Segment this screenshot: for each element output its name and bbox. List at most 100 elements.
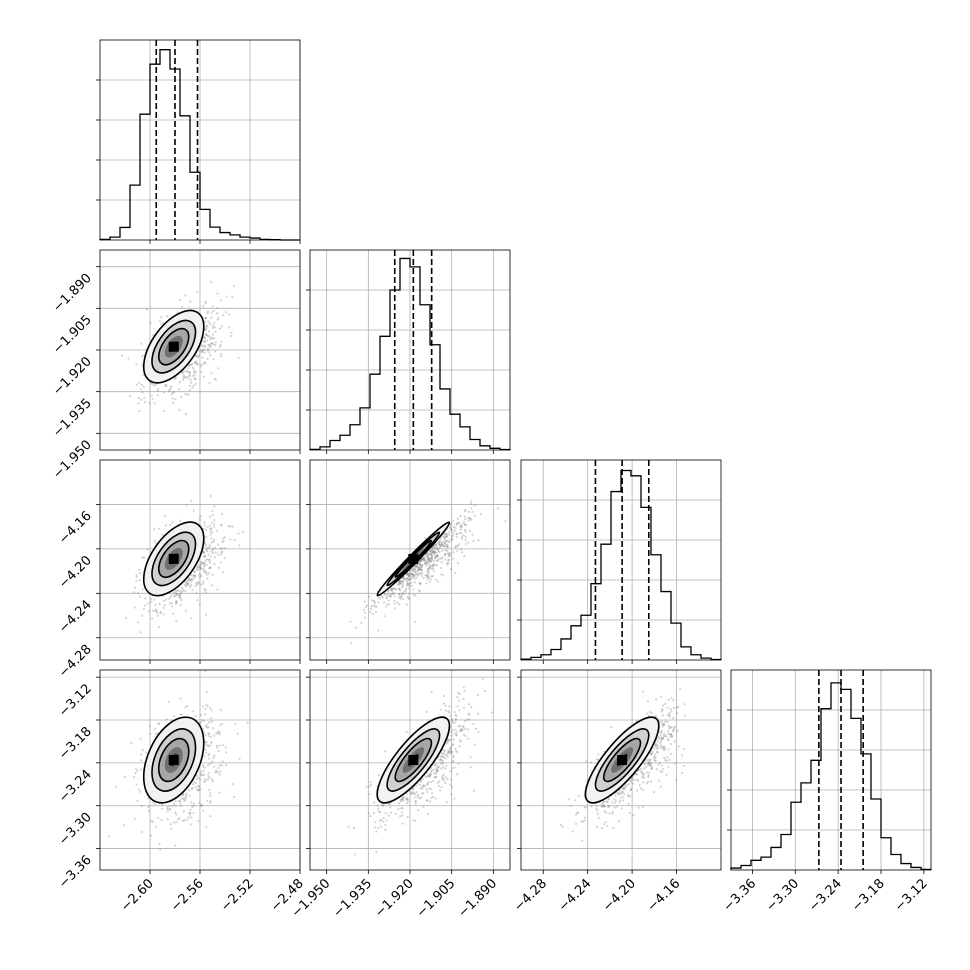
scatter-point — [602, 800, 605, 804]
scatter-point — [439, 545, 442, 548]
scatter-point — [408, 573, 411, 577]
scatter-point — [373, 600, 376, 603]
scatter-point — [414, 570, 417, 573]
scatter-point — [209, 533, 212, 536]
scatter-point — [196, 363, 200, 366]
scatter-point — [153, 727, 157, 730]
scatter-point — [421, 558, 424, 561]
scatter-point — [455, 532, 458, 535]
scatter-point — [196, 290, 199, 293]
scatter-point — [203, 563, 206, 566]
scatter-point — [434, 776, 437, 779]
scatter-point — [157, 722, 160, 725]
scatter-point — [213, 523, 216, 526]
scatter-point — [650, 752, 653, 756]
scatter-point — [156, 614, 160, 617]
scatter-point — [603, 823, 606, 826]
scatter-point — [473, 514, 477, 517]
scatter-point — [653, 747, 656, 750]
scatter-point — [441, 776, 444, 779]
scatter-point — [192, 368, 195, 371]
scatter-point — [182, 371, 185, 374]
scatter-point — [210, 336, 213, 339]
scatter-point — [446, 563, 449, 566]
scatter-point — [601, 802, 604, 805]
scatter-point — [436, 769, 439, 773]
scatter-point — [421, 557, 424, 560]
scatter-point — [198, 518, 201, 521]
scatter-point — [202, 304, 205, 308]
scatter-point — [405, 730, 408, 734]
scatter-point — [185, 504, 188, 507]
scatter-point — [133, 817, 136, 820]
scatter-point — [441, 549, 444, 553]
histogram-step-line — [309, 257, 511, 451]
scatter-point — [383, 750, 387, 753]
scatter-point — [157, 626, 160, 629]
contour-line — [376, 716, 451, 804]
scatter-point — [217, 367, 220, 370]
scatter-point — [462, 733, 466, 736]
scatter-point — [426, 552, 429, 555]
scatter-point — [209, 800, 212, 803]
scatter-point — [147, 602, 150, 605]
scatter-point — [191, 579, 194, 582]
scatter-point — [682, 747, 685, 750]
scatter-point — [439, 762, 442, 765]
scatter-point — [477, 730, 480, 734]
scatter-point — [206, 525, 209, 529]
scatter-point — [652, 791, 656, 794]
scatter-point — [422, 576, 425, 580]
scatter-point — [665, 773, 668, 776]
scatter-point — [668, 711, 671, 715]
scatter-point — [198, 801, 201, 805]
scatter-point — [583, 806, 586, 809]
scatter-point — [206, 334, 209, 337]
scatter-point — [123, 775, 126, 779]
scatter-point — [467, 510, 471, 513]
scatter-point — [143, 556, 146, 559]
scatter-point — [581, 820, 584, 823]
scatter-point — [677, 745, 680, 748]
scatter-point — [406, 798, 409, 801]
scatter-point — [629, 779, 632, 783]
scatter-point — [666, 706, 669, 709]
scatter-point — [199, 365, 202, 368]
scatter-point — [446, 559, 450, 562]
scatter-point — [654, 743, 657, 746]
scatter-point — [211, 552, 215, 555]
scatter-point — [648, 758, 652, 761]
scatter-point — [464, 734, 467, 738]
scatter-point — [398, 587, 401, 590]
scatter-point — [210, 342, 214, 345]
scatter-point — [388, 593, 391, 596]
scatter-point — [451, 721, 455, 724]
scatter-point — [133, 775, 136, 779]
scatter-point — [393, 587, 397, 591]
scatter-point — [170, 605, 173, 608]
histogram-step-line — [730, 682, 932, 871]
scatter-point — [677, 705, 680, 708]
scatter-point — [433, 553, 436, 556]
scatter-point — [429, 560, 433, 563]
scatter-point — [636, 773, 639, 776]
scatter-point — [397, 808, 400, 811]
density-contents — [107, 670, 249, 851]
scatter-point — [411, 791, 414, 794]
scatter-point — [241, 530, 245, 534]
scatter-point — [429, 578, 433, 581]
density-peak — [408, 755, 419, 765]
y-tick-label: −4.28 — [56, 642, 95, 681]
scatter-point — [220, 513, 224, 516]
scatter-point — [195, 355, 198, 358]
scatter-point — [434, 563, 437, 566]
scatter-point — [365, 605, 368, 609]
scatter-point — [444, 540, 447, 543]
scatter-point — [483, 689, 486, 693]
scatter-point — [216, 292, 219, 295]
scatter-point — [383, 593, 386, 596]
scatter-point — [203, 341, 207, 344]
scatter-point — [412, 593, 415, 596]
scatter-point — [619, 799, 622, 802]
scatter-point — [453, 766, 456, 769]
